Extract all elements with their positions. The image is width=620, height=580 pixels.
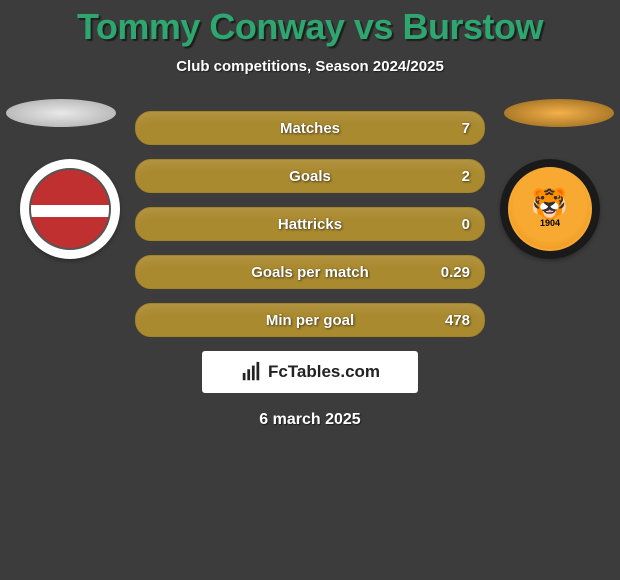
left-club-crest-inner (29, 168, 111, 250)
left-player-ellipse (6, 99, 116, 127)
page-title: Tommy Conway vs Burstow (0, 0, 620, 48)
stat-row: Min per goal 478 (135, 303, 485, 337)
attribution-badge: FcTables.com (202, 351, 418, 393)
stat-label: Matches (280, 120, 340, 137)
attribution-text: FcTables.com (268, 362, 380, 382)
stat-row: Goals per match 0.29 (135, 255, 485, 289)
bar-chart-icon (240, 361, 262, 383)
stat-value: 7 (462, 120, 470, 137)
tiger-icon: 🐯 (531, 190, 568, 220)
stat-label: Goals (289, 168, 331, 185)
stat-label: Hattricks (278, 216, 342, 233)
stat-value: 0 (462, 216, 470, 233)
comparison-panel: 🐯 1904 Matches 7 Goals 2 Hattricks 0 Goa… (0, 99, 620, 429)
left-club-crest (20, 159, 120, 259)
stat-label: Min per goal (266, 312, 354, 329)
stat-value: 2 (462, 168, 470, 185)
stat-value: 478 (445, 312, 470, 329)
stat-bars: Matches 7 Goals 2 Hattricks 0 Goals per … (135, 99, 485, 337)
stat-row: Matches 7 (135, 111, 485, 145)
subtitle: Club competitions, Season 2024/2025 (0, 58, 620, 75)
right-club-crest: 🐯 1904 (500, 159, 600, 259)
stat-label: Goals per match (251, 264, 369, 281)
stat-value: 0.29 (441, 264, 470, 281)
stat-row: Hattricks 0 (135, 207, 485, 241)
right-player-ellipse (504, 99, 614, 127)
date-label: 6 march 2025 (0, 411, 620, 429)
right-club-crest-inner: 🐯 1904 (508, 167, 592, 251)
stat-row: Goals 2 (135, 159, 485, 193)
